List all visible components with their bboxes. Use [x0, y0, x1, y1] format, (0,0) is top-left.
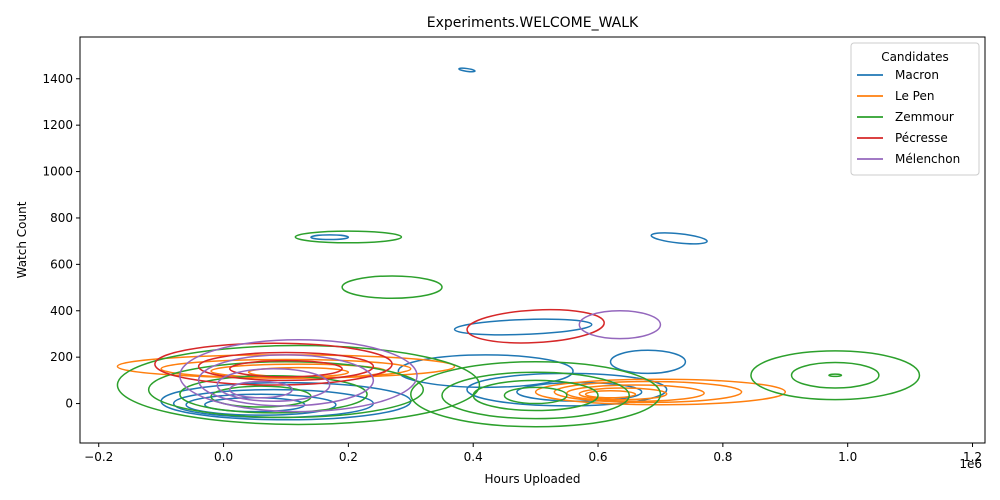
legend-entry: Le Pen: [895, 89, 934, 103]
x-axis-label: Hours Uploaded: [484, 472, 580, 486]
x-axis: −0.2 0.0 0.2 0.4 0.6 0.8 1.0 1.2: [84, 443, 982, 464]
contour-line: [397, 354, 574, 389]
contour-line: [466, 308, 605, 344]
x-tick-label: 0.8: [713, 450, 732, 464]
y-axis-label: Watch Count: [15, 201, 29, 278]
y-axis: 0 200 400 600 800 1000 1200 1400: [42, 72, 80, 411]
y-tick-label: 800: [50, 211, 73, 225]
contour-line: [790, 361, 880, 389]
contour-line: [179, 374, 368, 414]
contour-line: [453, 318, 593, 336]
contour-line: [154, 342, 393, 386]
x-tick-label: 1.2: [963, 450, 982, 464]
contour-line: [197, 351, 375, 382]
plot-frame: [79, 36, 986, 444]
y-tick-label: 200: [50, 350, 73, 364]
x-tick-label: 0.0: [214, 450, 233, 464]
y-tick-label: 1000: [42, 165, 73, 179]
contour-line: [458, 67, 476, 73]
contour-line: [294, 230, 403, 244]
contour-line: [197, 354, 375, 407]
chart-title: Experiments.WELCOME_WALK: [427, 15, 639, 31]
contour-line: [578, 387, 668, 401]
contour-line: [828, 373, 843, 378]
contour-line: [310, 234, 350, 241]
legend-title: Candidates: [881, 50, 949, 64]
x-tick-label: 0.2: [339, 450, 358, 464]
contour-line: [116, 344, 481, 426]
contour-line: [566, 384, 705, 402]
legend-entry: Mélenchon: [895, 152, 960, 166]
contour-line: [503, 386, 568, 405]
x-axis-offset-label: 1e6: [959, 457, 982, 471]
contour-line: [553, 380, 743, 404]
contour-line: [216, 368, 331, 402]
series-macron-contours: [160, 67, 708, 421]
contour-line: [147, 361, 425, 419]
contour-line: [472, 379, 599, 412]
contour-line: [179, 339, 418, 413]
contour-line: [229, 380, 293, 399]
legend-box: [850, 42, 980, 176]
series-pcresse-contours: [154, 308, 605, 386]
legend-entry: Zemmour: [895, 110, 954, 124]
contour-line: [578, 310, 662, 340]
y-tick-label: 0: [65, 397, 73, 411]
y-tick-label: 400: [50, 304, 73, 318]
contour-line: [609, 349, 687, 375]
contour-line: [750, 350, 921, 401]
contour-line: [441, 371, 630, 420]
plot-area: [116, 67, 921, 428]
legend-entry: Macron: [895, 68, 939, 82]
legend: Candidates Macron Le Pen Zemmour Pécresse Mél…: [850, 42, 980, 176]
x-tick-label: 0.6: [588, 450, 607, 464]
legend-entry: Pécresse: [895, 131, 948, 145]
y-tick-label: 1200: [42, 118, 73, 132]
y-tick-label: 1400: [42, 72, 73, 86]
contour-line: [410, 361, 662, 428]
x-tick-label: −0.2: [84, 450, 113, 464]
contour-line: [185, 393, 337, 416]
series-mlenchon-contours: [179, 310, 662, 413]
y-tick-label: 600: [50, 257, 73, 271]
contour-line: [534, 378, 787, 406]
series-zemmour-contours: [116, 230, 921, 428]
contour-line: [229, 359, 343, 378]
contour-line: [341, 275, 443, 299]
contour-line: [584, 390, 637, 399]
x-tick-label: 1.0: [838, 450, 857, 464]
x-tick-label: 0.4: [464, 450, 483, 464]
contour-line: [650, 232, 708, 245]
